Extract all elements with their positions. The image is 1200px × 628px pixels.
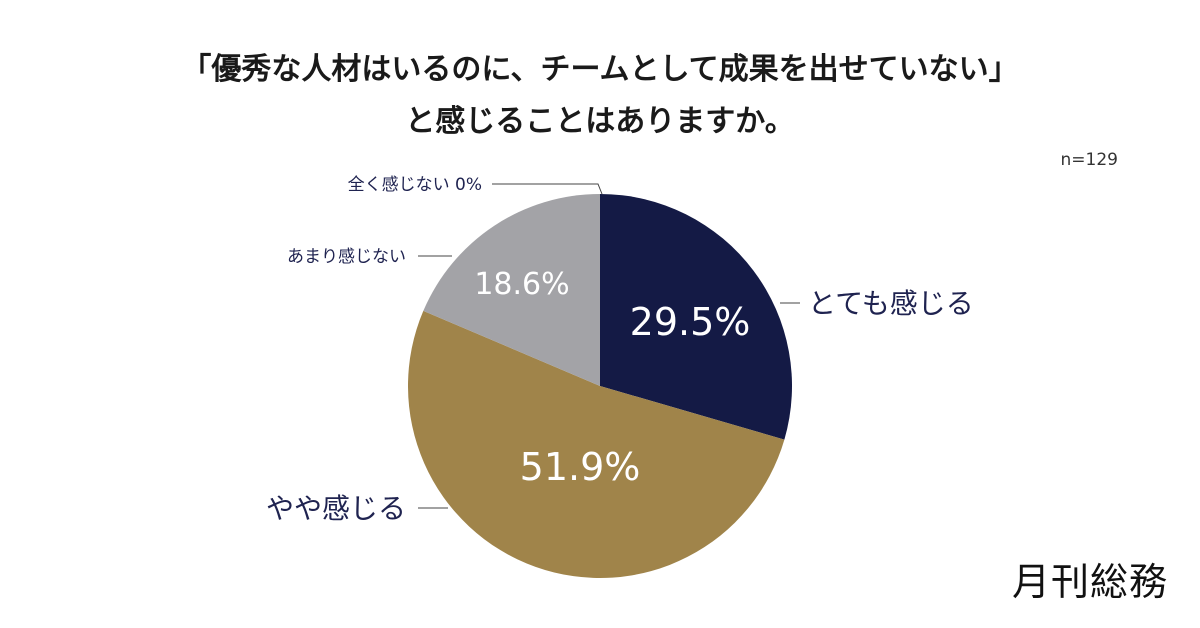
category-label-very: とても感じる: [808, 287, 974, 320]
sample-size: n=129: [1060, 150, 1118, 170]
pie-slice-not-much: [423, 194, 600, 386]
title-line-2: と感じることはありますか。: [405, 104, 795, 139]
chart-title: 「優秀な人材はいるのに、チームとして成果を出せていない」 と感じることはあります…: [0, 44, 1200, 148]
value-label-very: 29.5%: [630, 300, 751, 344]
brand-logo: 月刊総務: [1011, 560, 1168, 604]
category-label-not-much: あまり感じない: [287, 247, 406, 267]
value-label-somewhat: 51.9%: [520, 445, 641, 489]
title-line-1: 「優秀な人材はいるのに、チームとして成果を出せていない」: [181, 52, 1019, 87]
pie-slice-very: [600, 194, 793, 440]
category-label-not-at-all: 全く感じない 0%: [348, 175, 482, 195]
leader-line-not-at-all: [492, 183, 603, 195]
category-label-somewhat: やや感じる: [266, 492, 406, 525]
pie-slice-somewhat: [408, 310, 785, 578]
value-label-not-much: 18.6%: [474, 267, 569, 302]
